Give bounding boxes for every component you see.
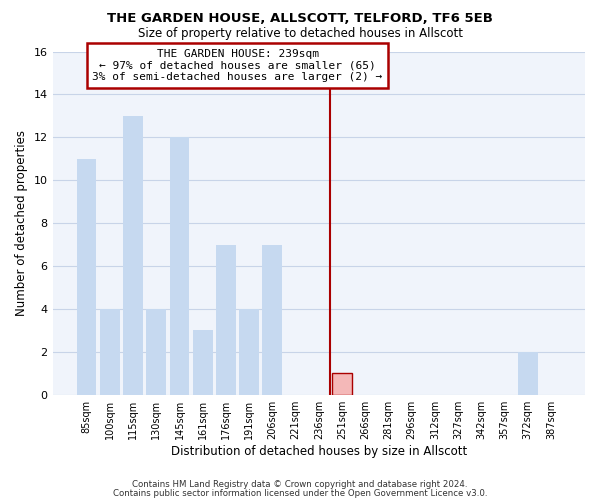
Text: Size of property relative to detached houses in Allscott: Size of property relative to detached ho… [137, 28, 463, 40]
Bar [332, 374, 352, 394]
Text: Contains public sector information licensed under the Open Government Licence v3: Contains public sector information licen… [113, 488, 487, 498]
Bar [170, 138, 190, 394]
Bar [146, 309, 166, 394]
Bar [239, 309, 259, 394]
Text: THE GARDEN HOUSE: 239sqm
← 97% of detached houses are smaller (65)
3% of semi-de: THE GARDEN HOUSE: 239sqm ← 97% of detach… [92, 49, 383, 82]
X-axis label: Distribution of detached houses by size in Allscott: Distribution of detached houses by size … [170, 444, 467, 458]
Bar [193, 330, 212, 394]
Bar [77, 159, 97, 394]
Bar [100, 309, 119, 394]
Text: THE GARDEN HOUSE, ALLSCOTT, TELFORD, TF6 5EB: THE GARDEN HOUSE, ALLSCOTT, TELFORD, TF6… [107, 12, 493, 26]
Bar [262, 244, 282, 394]
Bar [123, 116, 143, 394]
Y-axis label: Number of detached properties: Number of detached properties [15, 130, 28, 316]
Text: Contains HM Land Registry data © Crown copyright and database right 2024.: Contains HM Land Registry data © Crown c… [132, 480, 468, 489]
Bar [518, 352, 538, 395]
Bar [216, 244, 236, 394]
